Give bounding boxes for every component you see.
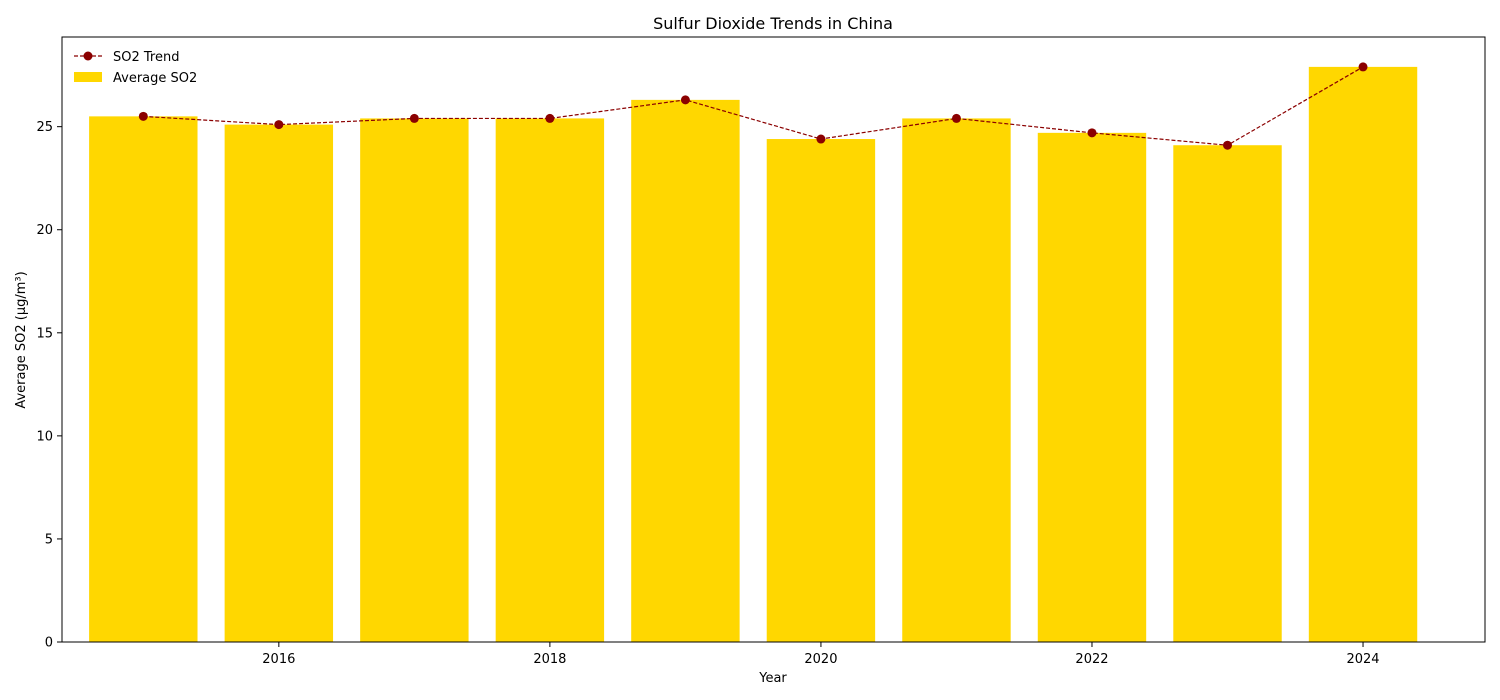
x-axis: 2016 2018 2020 2022 2024 [262, 642, 1380, 667]
trend-point-2024 [1358, 62, 1368, 72]
plot-frame [61, 36, 1486, 643]
x-tick-label-2018: 2018 [533, 652, 566, 667]
trend-point-2023 [1223, 140, 1233, 150]
legend: SO2 Trend Average SO2 [74, 50, 197, 86]
y-tick-label-25: 25 [36, 120, 53, 135]
legend-bar-swatch [74, 72, 102, 82]
bar-series [89, 66, 1418, 643]
y-axis-title: Average SO2 (µg/m³) [14, 271, 29, 408]
trend-point-2019 [680, 95, 690, 105]
y-tick-label-5: 5 [45, 532, 53, 547]
x-axis-title: Year [758, 671, 787, 686]
bar-2022 [1037, 132, 1147, 642]
x-tick-label-2022: 2022 [1075, 652, 1108, 667]
legend-trend-label: SO2 Trend [113, 50, 179, 65]
chart-title: Sulfur Dioxide Trends in China [653, 14, 893, 33]
y-tick-label-0: 0 [45, 636, 53, 651]
x-tick-label-2024: 2024 [1346, 652, 1379, 667]
y-tick-label-20: 20 [36, 223, 53, 238]
trend-point-2020 [816, 134, 826, 144]
trend-point-2015 [138, 111, 148, 121]
y-tick-label-15: 15 [36, 326, 53, 341]
trend-line [143, 66, 1364, 146]
trend-point-2022 [1087, 128, 1097, 138]
legend-bar-label: Average SO2 [113, 71, 197, 86]
trend-point-2017 [409, 113, 419, 123]
bar-2019 [631, 99, 740, 642]
legend-trend-marker [83, 51, 93, 61]
trend-point-2018 [545, 113, 555, 123]
trend-point-2016 [274, 120, 284, 130]
bar-2016 [224, 124, 334, 643]
y-tick-label-10: 10 [36, 429, 53, 444]
bar-2021 [902, 118, 1011, 642]
x-tick-label-2020: 2020 [804, 652, 837, 667]
bar-2015 [89, 116, 198, 643]
bar-2023 [1173, 145, 1282, 642]
bar-2017 [360, 118, 469, 642]
x-tick-label-2016: 2016 [262, 652, 295, 667]
bar-2020 [766, 139, 876, 643]
bar-2024 [1308, 66, 1418, 642]
bar-2018 [495, 118, 605, 642]
y-axis: 0 5 10 15 20 25 [36, 120, 62, 651]
trend-series [138, 62, 1368, 150]
trend-point-2021 [951, 113, 961, 123]
